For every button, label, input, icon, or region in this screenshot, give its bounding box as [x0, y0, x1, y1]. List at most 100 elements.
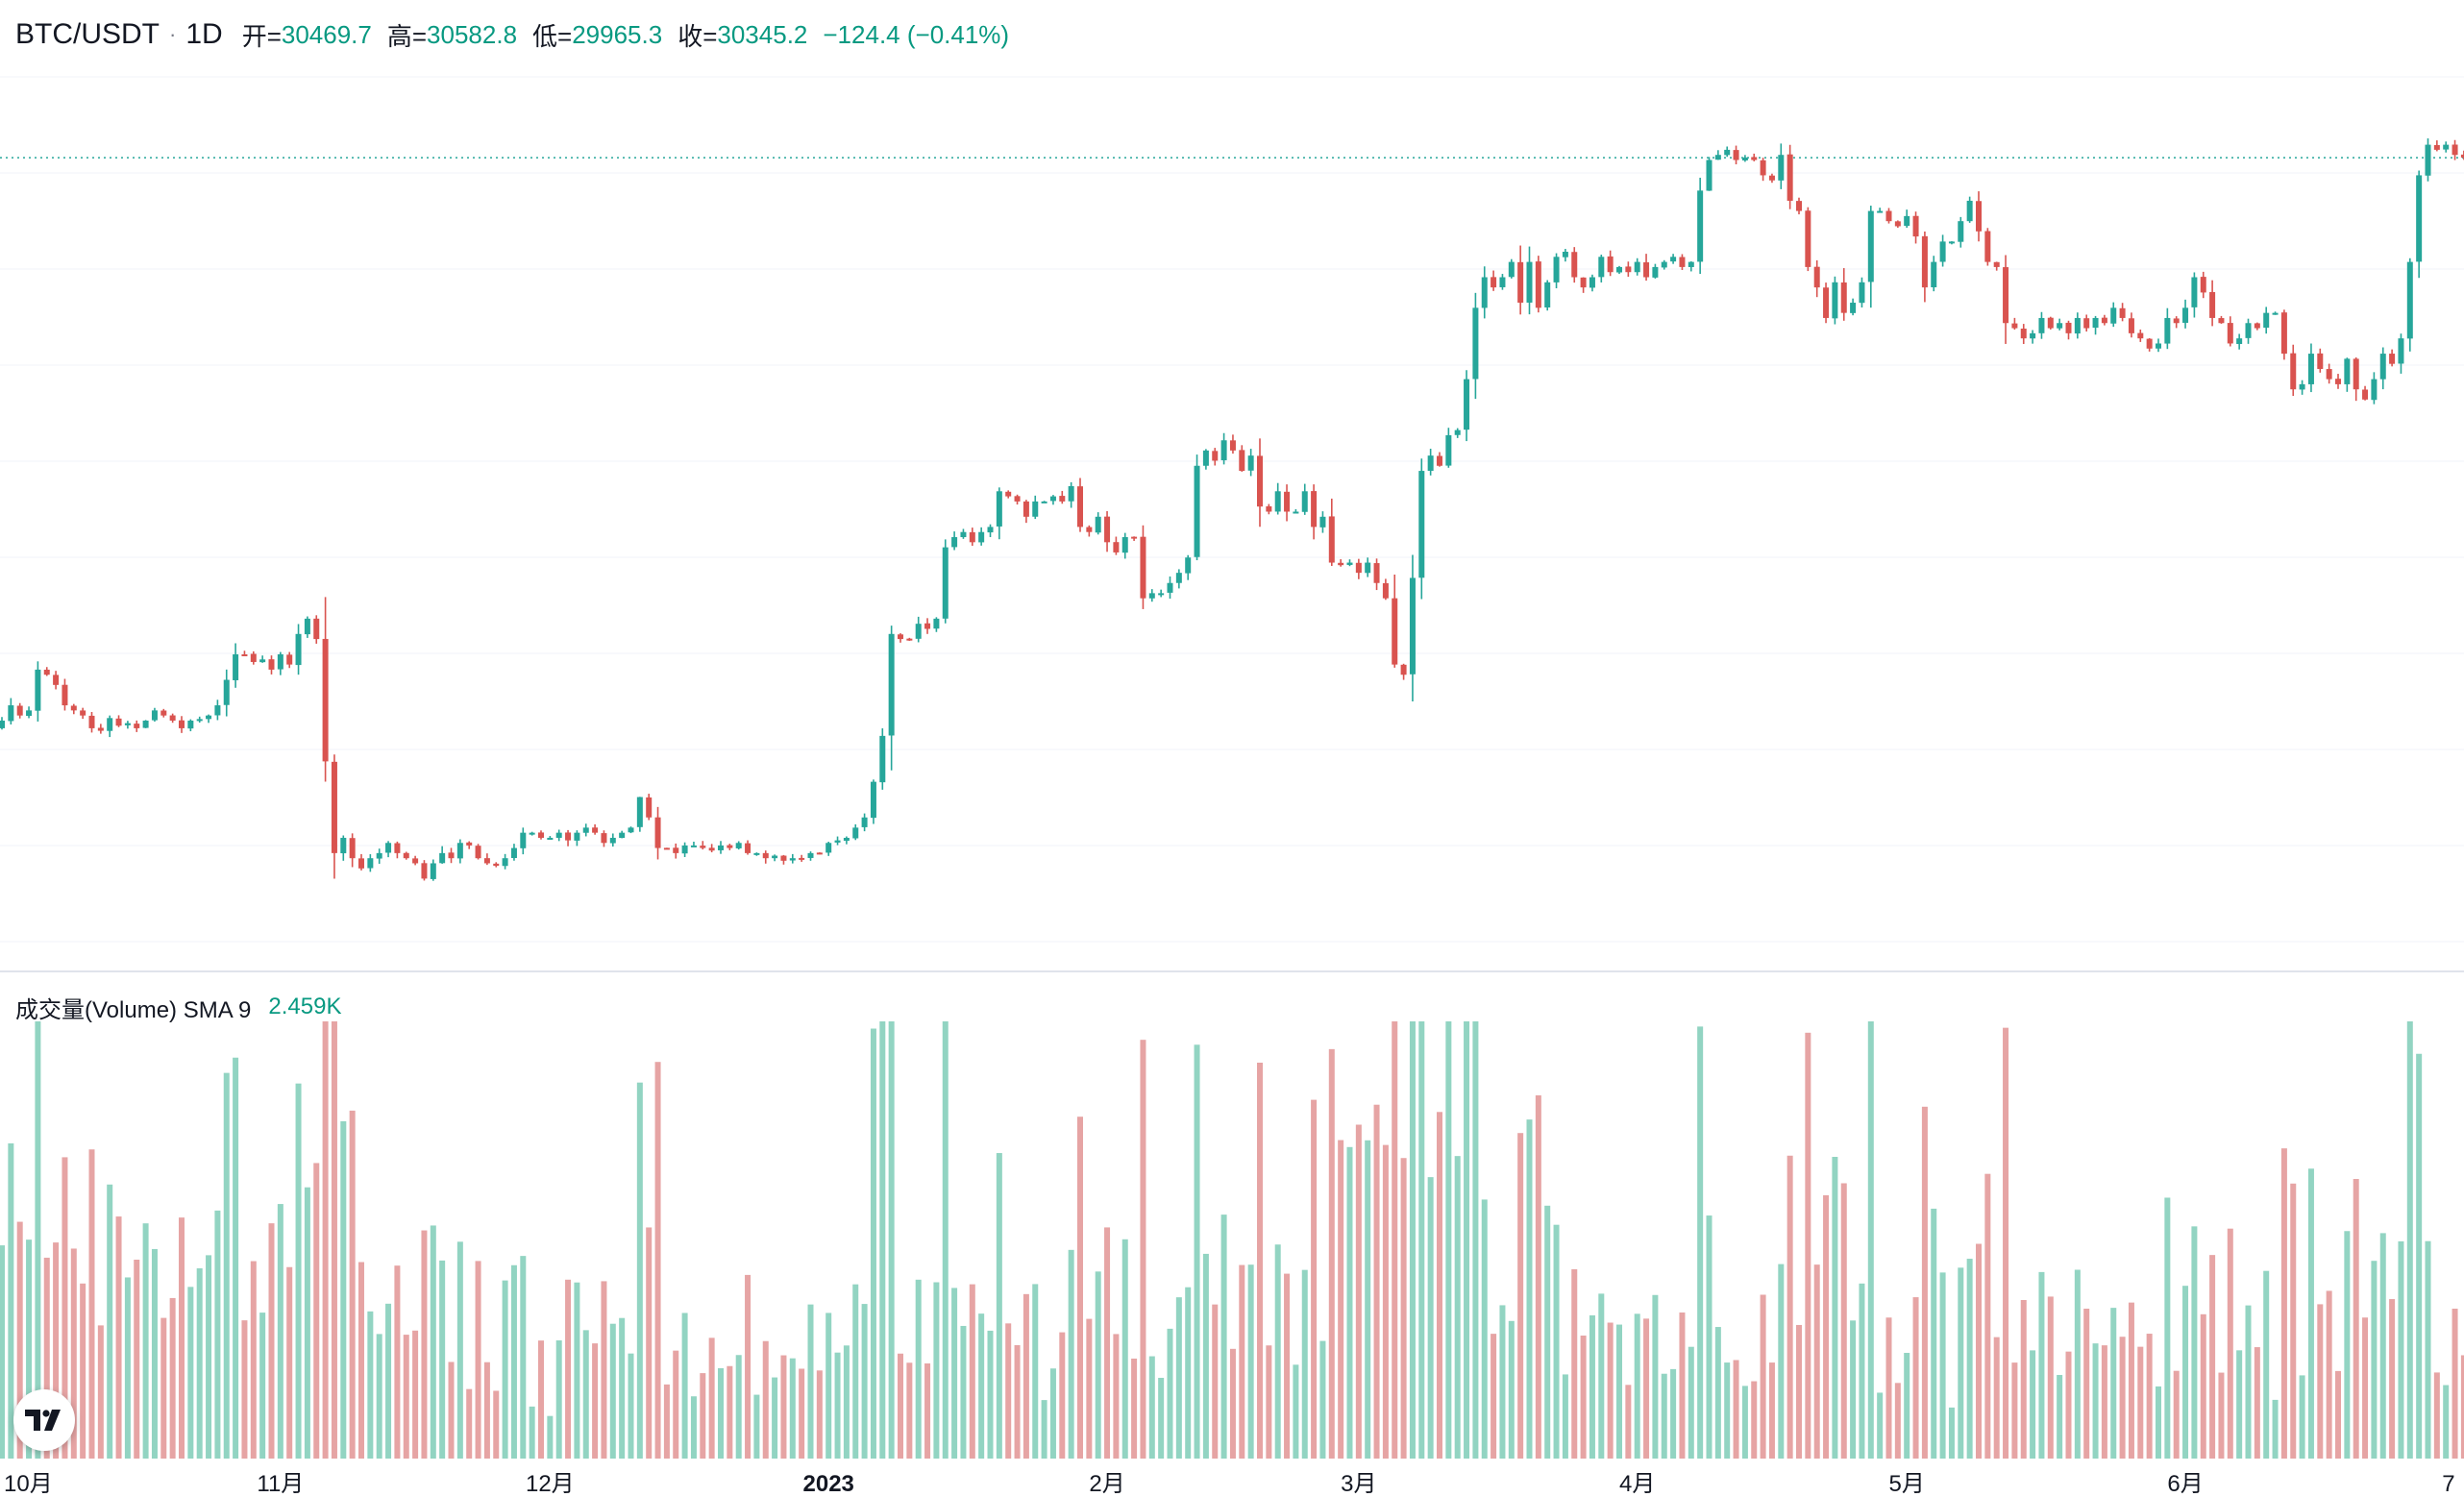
candle-body	[1491, 277, 1497, 288]
volume-bar	[2433, 1372, 2440, 1459]
volume-indicator-name: 成交量(Volume) SMA 9	[15, 996, 252, 1023]
change-value: −124.4 (−0.41%)	[823, 19, 1010, 49]
candle-body	[636, 797, 643, 827]
volume-bar	[1760, 1294, 1766, 1459]
candle-body	[80, 710, 86, 716]
candle-body	[1544, 282, 1551, 308]
volume-bar	[924, 1362, 931, 1459]
candle-body	[385, 843, 392, 853]
candle-body	[789, 858, 796, 861]
volume-bar	[2272, 1399, 2279, 1459]
time-axis-tick-label: 10月	[4, 1471, 53, 1497]
volume-bar	[1517, 1133, 1524, 1459]
candle-body	[1993, 261, 2000, 267]
candle-body	[1562, 251, 1568, 258]
volume-bar	[26, 1239, 33, 1459]
volume-bar	[160, 1317, 167, 1459]
candle-body	[2209, 291, 2216, 318]
volume-bar	[1616, 1324, 1622, 1459]
volume-bar	[2416, 1053, 2423, 1459]
candle-body	[924, 623, 931, 629]
candle-body	[16, 705, 23, 716]
volume-bar	[834, 1352, 841, 1459]
candle-body	[592, 827, 599, 833]
volume-bar	[1311, 1099, 1318, 1459]
volume-bar	[1912, 1297, 1919, 1459]
volume-bar	[799, 1368, 805, 1459]
timeframe-label[interactable]: 1D	[185, 18, 223, 50]
candle-body	[870, 781, 876, 819]
candle-body	[1140, 536, 1146, 599]
volume-bar	[1948, 1407, 1955, 1459]
volume-bar	[708, 1337, 715, 1459]
candle-body	[843, 837, 850, 842]
volume-bar	[2362, 1317, 2369, 1459]
candle-body	[987, 527, 994, 533]
volume-indicator-value: 2.459K	[268, 994, 342, 1019]
candle-body	[1077, 486, 1083, 528]
candle-body	[179, 720, 185, 728]
volume-bar	[2146, 1334, 2153, 1459]
legend-separator: ·	[169, 22, 177, 46]
volume-bar	[861, 1304, 868, 1459]
volume-bar	[2083, 1308, 2090, 1459]
volume-series	[0, 1021, 2464, 1459]
candle-body	[206, 715, 212, 720]
volume-bar	[340, 1120, 347, 1459]
volume-bar	[313, 1163, 320, 1459]
candle-body	[978, 531, 985, 543]
candle-body	[2272, 312, 2279, 315]
candle-body	[2038, 317, 2045, 333]
candle-body	[1328, 516, 1335, 563]
time-axis-tick-label: 2月	[1089, 1471, 1124, 1497]
candle-body	[933, 618, 940, 629]
candle-body	[160, 710, 167, 716]
volume-bar	[529, 1406, 535, 1459]
candle-body	[915, 624, 922, 639]
volume-legend[interactable]: 成交量(Volume) SMA 9 2.459K	[15, 990, 341, 1024]
candle-body	[2290, 353, 2297, 390]
high-value: 30582.8	[427, 19, 518, 49]
volume-bar	[2290, 1183, 2297, 1459]
candle-body	[1346, 562, 1353, 565]
candle-body	[2398, 338, 2404, 364]
time-axis[interactable]: 10月 11月 12月 2023 2月 3月 4月 5月 6月 7	[4, 1471, 2455, 1497]
tradingview-logo-icon[interactable]	[13, 1389, 75, 1451]
candle-body	[1939, 241, 1946, 262]
volume-bar	[673, 1350, 679, 1459]
candle-body	[268, 659, 275, 670]
volume-bar	[1526, 1119, 1533, 1459]
candle-body	[2146, 338, 2153, 349]
candle-body	[2173, 318, 2180, 324]
candle-body	[1580, 277, 1587, 288]
volume-bar	[2047, 1296, 2054, 1459]
candle-body	[187, 720, 194, 729]
symbol-name[interactable]: BTC/USDT	[15, 18, 160, 50]
volume-bar	[2452, 1308, 2458, 1459]
volume-bar	[223, 1072, 230, 1459]
volume-bar	[1796, 1324, 1802, 1459]
volume-bar	[88, 1149, 95, 1459]
time-axis-tick-label: 3月	[1341, 1471, 1376, 1497]
volume-bar	[807, 1304, 814, 1459]
volume-bar	[430, 1225, 436, 1459]
candle-body	[2335, 379, 2341, 384]
volume-bar	[601, 1281, 607, 1459]
candle-body	[1158, 593, 1165, 596]
volume-bar	[53, 1242, 60, 1459]
candle-body	[2092, 317, 2099, 329]
volume-bar	[745, 1274, 752, 1459]
candle-body	[1921, 235, 1928, 288]
candle-body	[1697, 190, 1704, 262]
volume-bar	[681, 1313, 688, 1459]
candle-body	[1301, 491, 1308, 512]
candle-body	[996, 491, 1002, 527]
volume-bar	[2307, 1168, 2314, 1459]
volume-bar	[1365, 1140, 1371, 1459]
candle-body	[456, 843, 463, 859]
volume-bar	[142, 1223, 149, 1459]
candle-body	[331, 761, 337, 853]
candle-body	[1212, 451, 1219, 461]
volume-bar	[1813, 1264, 1820, 1459]
